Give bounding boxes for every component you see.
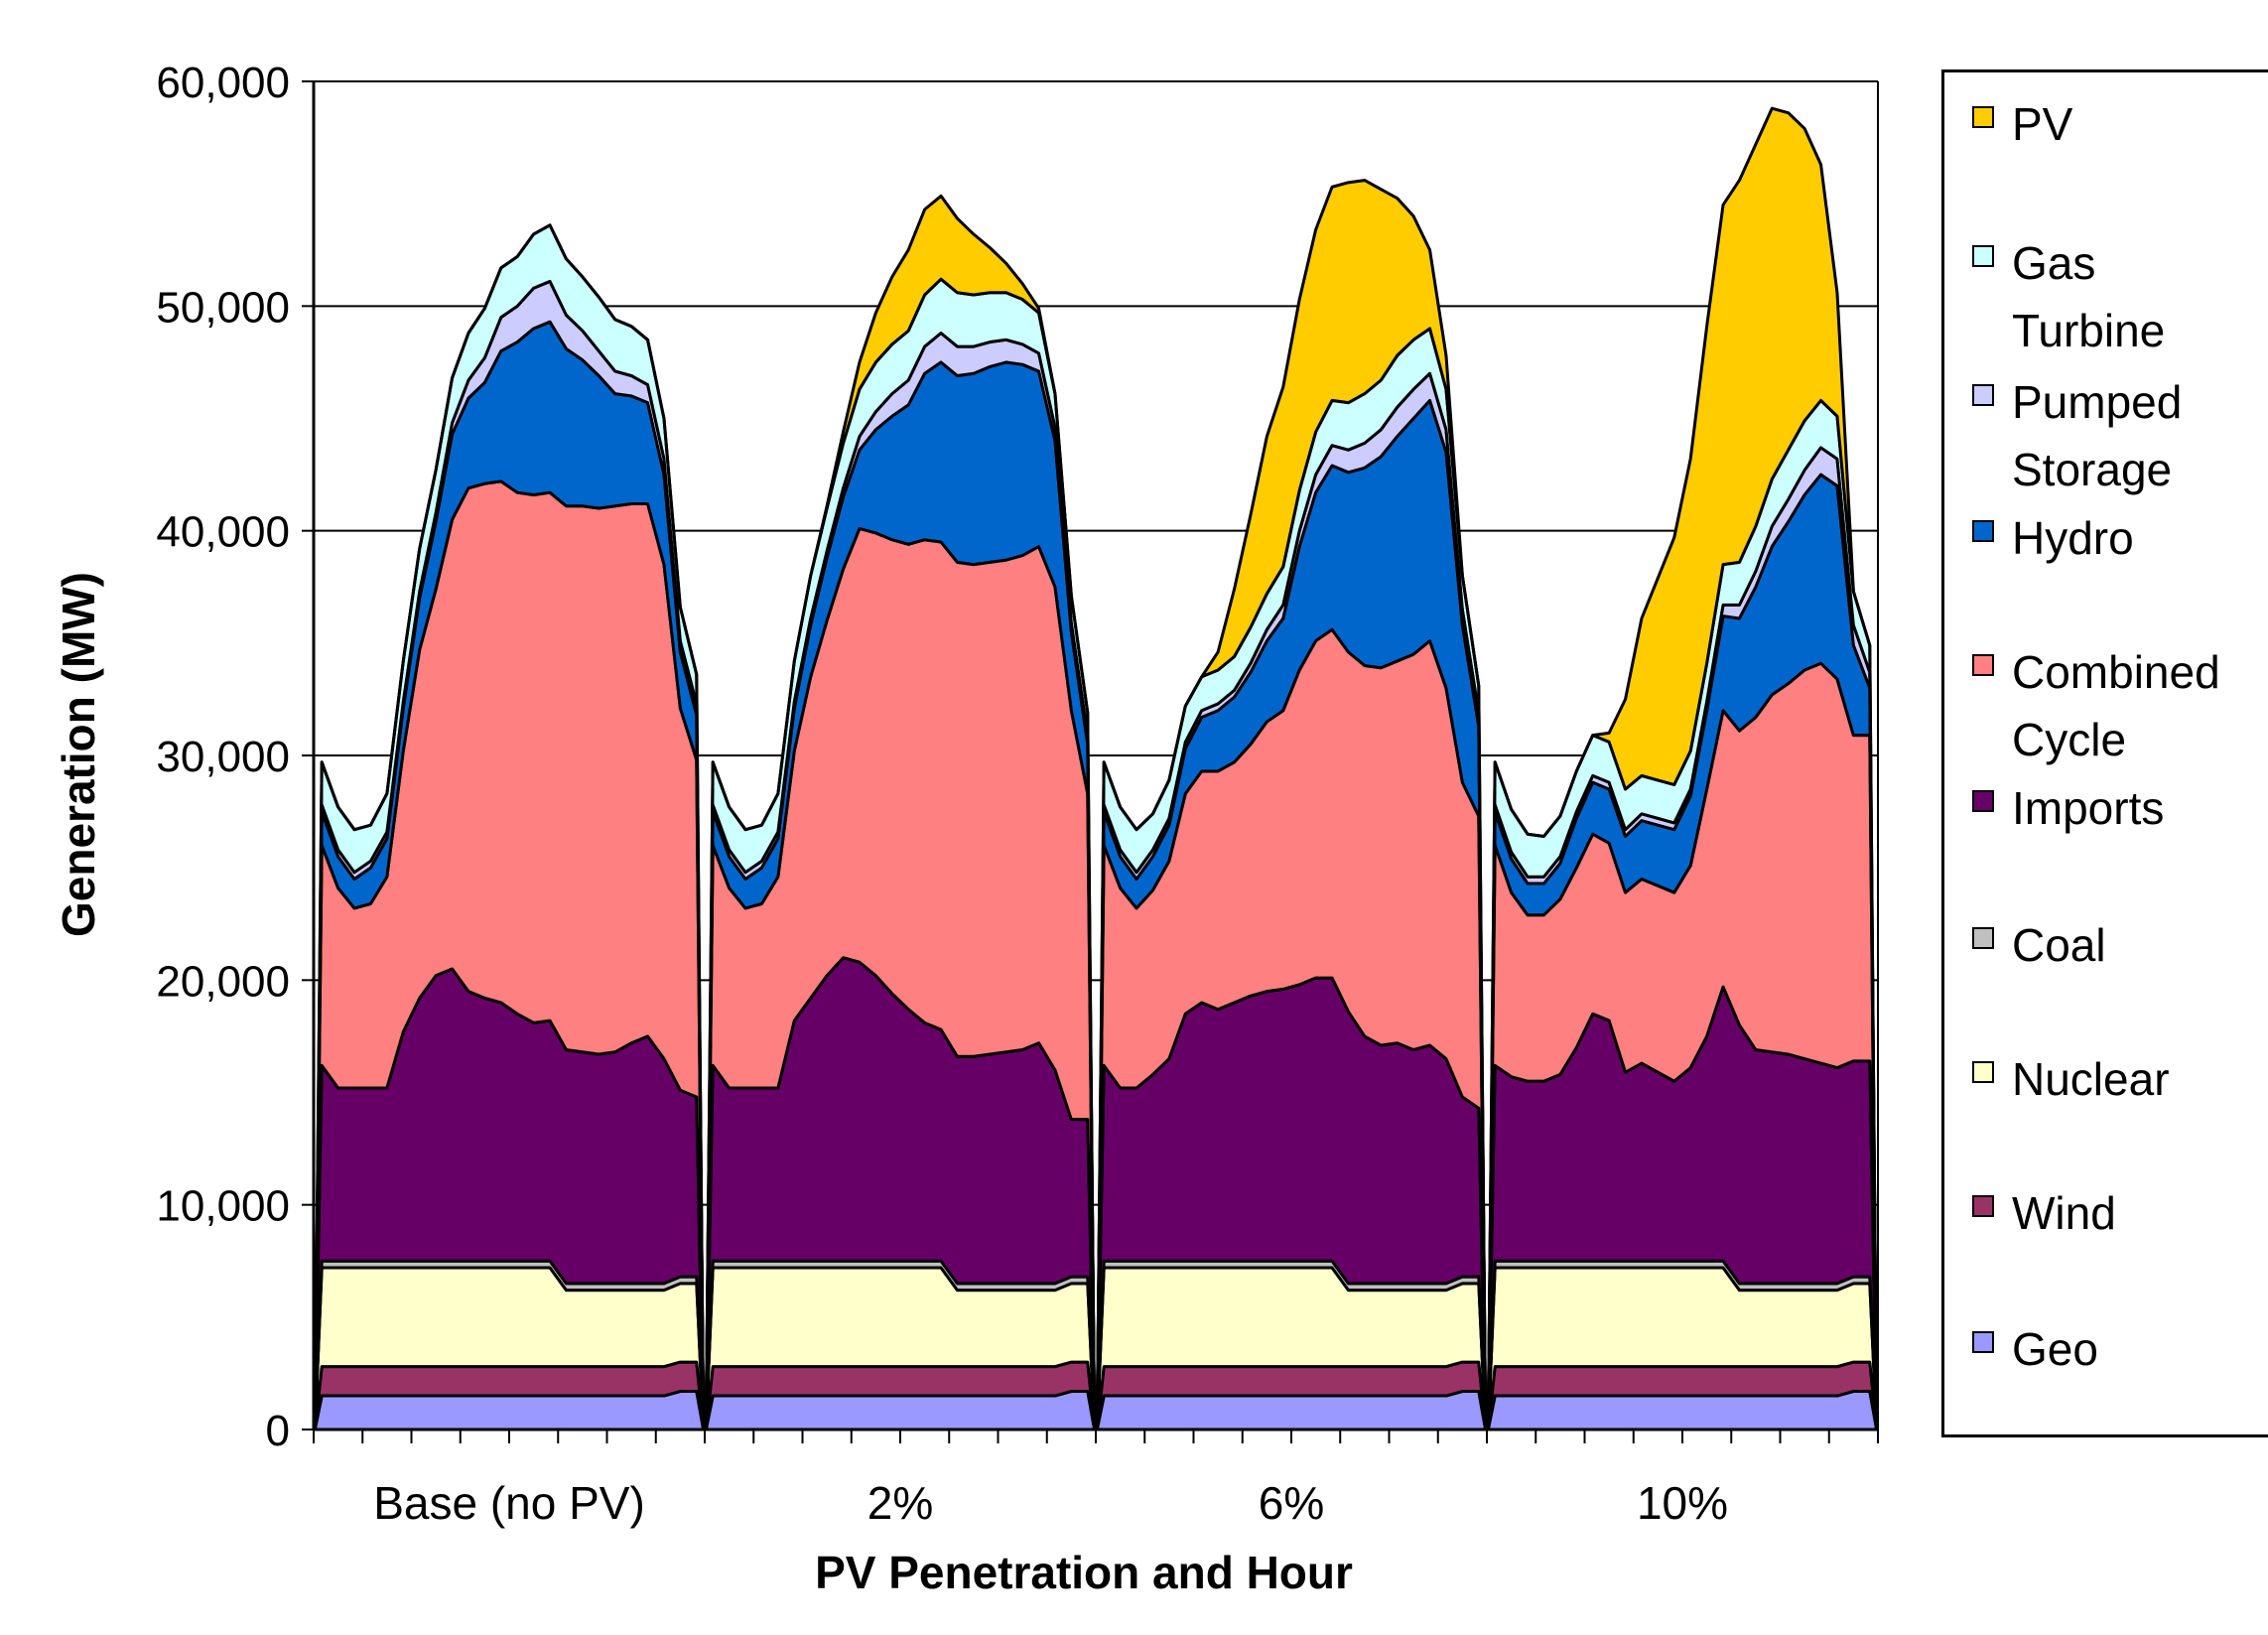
legend-swatch	[1972, 1195, 1994, 1217]
scenario-group-0	[313, 223, 706, 1431]
legend-label: Wind	[2012, 1187, 2116, 1239]
x-category-label: 2%	[867, 1477, 933, 1529]
x-category-label: 6%	[1259, 1477, 1324, 1529]
y-tick-label: 30,000	[156, 733, 290, 781]
legend-swatch	[1972, 1061, 1994, 1083]
area-series	[313, 106, 1879, 1431]
legend-swatch	[1972, 106, 1994, 128]
y-tick-label: 20,000	[156, 957, 290, 1006]
axes: PV Penetration and Hour Generation (MW) …	[53, 59, 1879, 1598]
y-tick-label: 40,000	[156, 508, 290, 557]
legend-swatch	[1972, 384, 1994, 406]
legend-swatch	[1972, 790, 1994, 812]
legend-label: Nuclear	[2012, 1053, 2170, 1105]
scenario-group-1	[704, 194, 1097, 1431]
chart-legend: PV Gas Turbine Pumped Storage Hydro Combined…	[1941, 69, 2268, 1437]
legend-label: Geo	[2012, 1323, 2098, 1375]
legend-label: Pumped Storage	[2012, 376, 2183, 495]
legend-swatch	[1972, 654, 1994, 676]
legend-swatch	[1972, 1331, 1994, 1353]
legend-label: Coal	[2012, 919, 2106, 971]
x-category-label: Base (no PV)	[373, 1477, 645, 1529]
legend-swatch	[1972, 245, 1994, 267]
legend-label: Combined Cycle	[2012, 646, 2220, 765]
legend-swatch	[1972, 927, 1994, 949]
legend-label: Gas Turbine	[2012, 237, 2166, 356]
y-tick-label: 10,000	[156, 1182, 290, 1231]
legend-swatch	[1972, 520, 1994, 542]
x-category-label: 10%	[1637, 1477, 1728, 1529]
scenario-group-2	[1095, 179, 1488, 1431]
y-tick-label: 0	[266, 1407, 290, 1455]
legend-label: PV	[2012, 98, 2073, 150]
y-tick-label: 60,000	[156, 59, 290, 107]
y-tick-label: 50,000	[156, 283, 290, 332]
y-axis-title: Generation (MW)	[53, 572, 104, 937]
legend-label: Hydro	[2012, 512, 2134, 564]
x-axis-title: PV Penetration and Hour	[815, 1547, 1353, 1598]
legend-label: Imports	[2012, 782, 2165, 834]
